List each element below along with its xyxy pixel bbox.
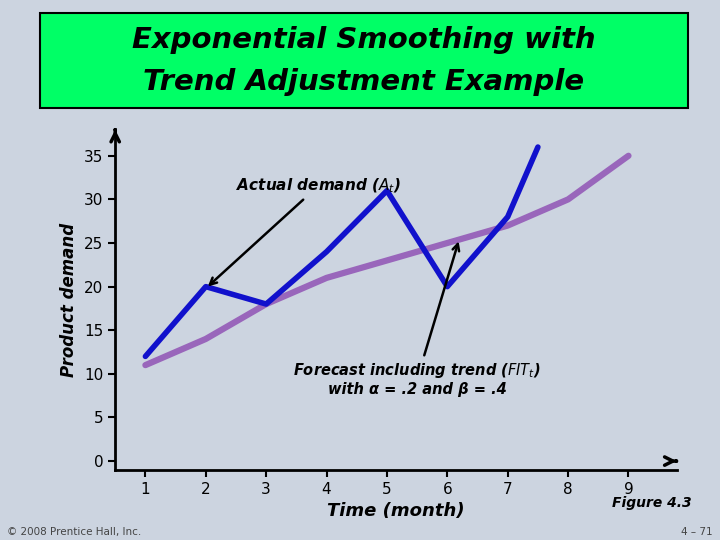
Text: 4 – 71: 4 – 71: [681, 527, 713, 537]
Text: © 2008 Prentice Hall, Inc.: © 2008 Prentice Hall, Inc.: [7, 527, 141, 537]
Text: Forecast including trend ($FIT_t$)
with α = .2 and β = .4: Forecast including trend ($FIT_t$) with …: [293, 244, 541, 397]
Text: Exponential Smoothing with: Exponential Smoothing with: [132, 26, 595, 54]
Y-axis label: Product demand: Product demand: [60, 222, 78, 377]
Text: Figure 4.3: Figure 4.3: [611, 496, 691, 510]
X-axis label: Time (month): Time (month): [327, 502, 465, 520]
Text: Actual demand ($A_t$): Actual demand ($A_t$): [210, 177, 401, 285]
Text: Trend Adjustment Example: Trend Adjustment Example: [143, 69, 584, 97]
